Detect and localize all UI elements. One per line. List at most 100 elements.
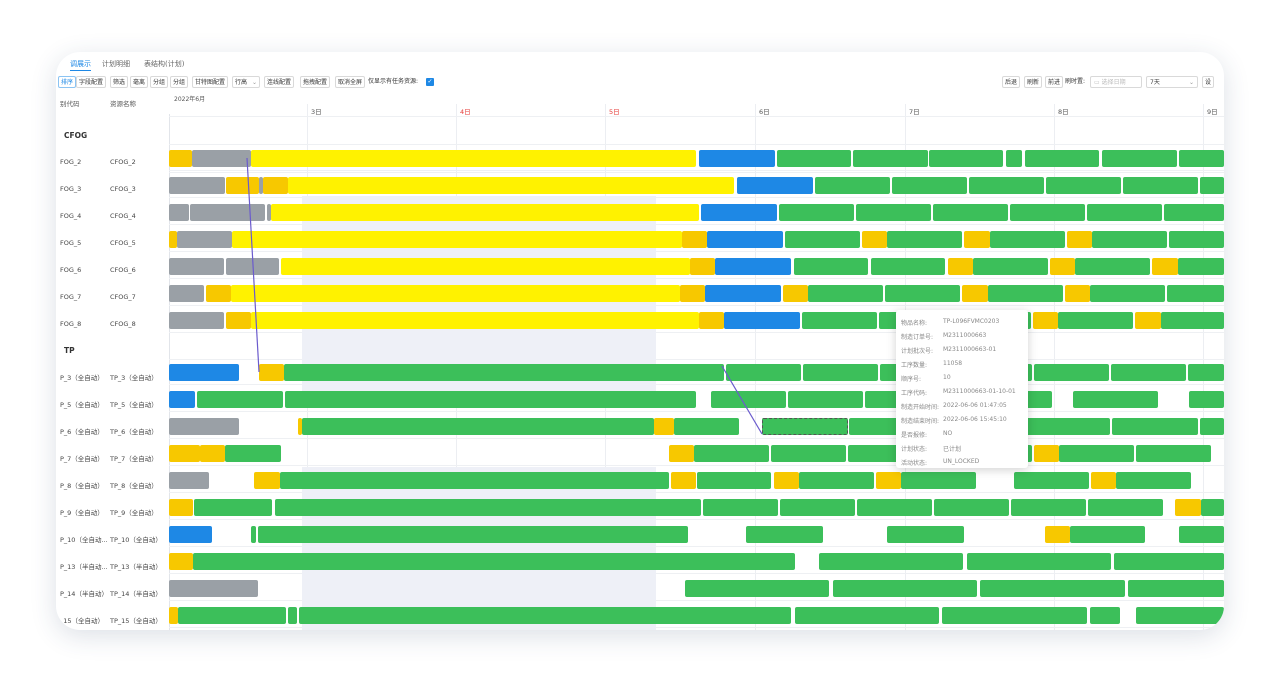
filter-button[interactable]: 筛选 xyxy=(110,76,129,88)
task-bar-gold[interactable] xyxy=(1066,231,1093,248)
task-bar-green[interactable] xyxy=(852,150,928,167)
task-bar-blue[interactable] xyxy=(698,150,775,167)
task-bar-green[interactable] xyxy=(1178,150,1224,167)
sort-button[interactable]: 排序 xyxy=(58,76,77,88)
task-bar-green[interactable] xyxy=(1188,364,1224,381)
task-bar-green[interactable] xyxy=(1075,258,1151,275)
task-bar-green[interactable] xyxy=(1009,204,1085,221)
task-bar-green[interactable] xyxy=(178,607,287,624)
task-bar-green[interactable] xyxy=(1034,364,1109,381)
task-bar-green[interactable] xyxy=(197,391,283,408)
task-bar-blue[interactable] xyxy=(169,391,196,408)
task-bar-green[interactable] xyxy=(1014,472,1089,489)
task-bar-green[interactable] xyxy=(298,607,792,624)
task-bar-green[interactable] xyxy=(193,553,795,570)
task-bar-green[interactable] xyxy=(980,580,1125,597)
selected-task-bar[interactable] xyxy=(762,418,848,435)
task-bar-gold[interactable] xyxy=(698,312,724,329)
task-bar-green[interactable] xyxy=(885,285,961,302)
task-bar-green[interactable] xyxy=(251,526,256,543)
task-bar-green[interactable] xyxy=(1177,258,1224,275)
task-bar-green[interactable] xyxy=(788,391,864,408)
task-bar-gold[interactable] xyxy=(254,472,280,489)
back-button[interactable]: 后退 xyxy=(1002,76,1021,88)
task-bar-blue[interactable] xyxy=(704,285,781,302)
task-bar-green[interactable] xyxy=(1163,204,1224,221)
task-bar-green[interactable] xyxy=(726,364,801,381)
task-bar-gold[interactable] xyxy=(1044,526,1070,543)
task-bar-green[interactable] xyxy=(684,580,830,597)
task-bar-gold[interactable] xyxy=(1091,472,1117,489)
task-bar-green[interactable] xyxy=(832,580,978,597)
task-bar-green[interactable] xyxy=(283,364,724,381)
task-bar-gold[interactable] xyxy=(679,285,705,302)
task-bar-gold[interactable] xyxy=(1135,312,1161,329)
task-bar-green[interactable] xyxy=(257,526,689,543)
task-bar-gold[interactable] xyxy=(258,364,284,381)
task-bar-green[interactable] xyxy=(802,312,877,329)
only-tasks-checkbox[interactable]: ✓ xyxy=(426,78,434,86)
task-bar-green[interactable] xyxy=(1086,204,1162,221)
task-bar-gray[interactable] xyxy=(258,177,263,194)
task-bar-green[interactable] xyxy=(1136,607,1224,624)
task-bar-gold[interactable] xyxy=(671,472,697,489)
task-bar-gold[interactable] xyxy=(1049,258,1076,275)
task-bar-green[interactable] xyxy=(746,526,824,543)
task-bar-gray[interactable] xyxy=(169,204,190,221)
task-bar-green[interactable] xyxy=(776,150,851,167)
task-bar-green[interactable] xyxy=(1178,526,1224,543)
task-bar-green[interactable] xyxy=(778,204,854,221)
task-bar-blue[interactable] xyxy=(169,526,213,543)
task-bar-green[interactable] xyxy=(1114,553,1224,570)
task-bar-gold[interactable] xyxy=(1034,445,1060,462)
task-bar-green[interactable] xyxy=(1127,580,1224,597)
task-bar-green[interactable] xyxy=(1112,418,1198,435)
task-bar-blue[interactable] xyxy=(700,204,777,221)
task-bar-gold[interactable] xyxy=(783,285,809,302)
task-bar-green[interactable] xyxy=(870,258,946,275)
task-bar-green[interactable] xyxy=(1092,231,1168,248)
task-bar-green[interactable] xyxy=(702,499,778,516)
task-bar-green[interactable] xyxy=(1005,150,1023,167)
task-bar-gold[interactable] xyxy=(962,285,988,302)
task-bar-gray[interactable] xyxy=(190,204,265,221)
task-bar-green[interactable] xyxy=(1116,472,1192,489)
task-bar-green[interactable] xyxy=(1090,285,1165,302)
task-bar-green[interactable] xyxy=(194,499,273,516)
task-bar-blue[interactable] xyxy=(723,312,800,329)
task-bar-gold[interactable] xyxy=(1175,499,1201,516)
task-bar-green[interactable] xyxy=(1122,177,1198,194)
task-bar-gray[interactable] xyxy=(169,418,239,435)
task-bar-green[interactable] xyxy=(855,204,931,221)
task-bar-blue[interactable] xyxy=(715,258,792,275)
task-bar-gold[interactable] xyxy=(297,418,302,435)
task-bar-green[interactable] xyxy=(224,445,281,462)
task-bar-gold[interactable] xyxy=(262,177,289,194)
task-bar-green[interactable] xyxy=(1189,391,1224,408)
tab-gantt-view[interactable]: 调展示 xyxy=(70,58,91,71)
task-bar-gold[interactable] xyxy=(669,445,695,462)
task-bar-gold[interactable] xyxy=(654,418,675,435)
task-bar-blue[interactable] xyxy=(169,364,239,381)
task-bar-gold[interactable] xyxy=(199,445,225,462)
task-bar-gold[interactable] xyxy=(225,312,252,329)
task-bar-green[interactable] xyxy=(818,553,964,570)
task-bar-green[interactable] xyxy=(942,607,1087,624)
task-bar-green[interactable] xyxy=(928,150,1004,167)
task-bar-yellow[interactable] xyxy=(288,177,735,194)
task-bar-gold[interactable] xyxy=(225,177,259,194)
settings-button[interactable]: 设 xyxy=(1202,76,1215,88)
task-bar-green[interactable] xyxy=(1136,445,1212,462)
task-bar-gold[interactable] xyxy=(947,258,973,275)
task-bar-green[interactable] xyxy=(285,391,697,408)
task-bar-gold[interactable] xyxy=(205,285,232,302)
task-bar-gray[interactable] xyxy=(169,472,210,489)
task-bar-yellow[interactable] xyxy=(271,204,699,221)
task-bar-gold[interactable] xyxy=(964,231,990,248)
task-bar-gold[interactable] xyxy=(169,499,194,516)
task-bar-green[interactable] xyxy=(1010,499,1086,516)
task-bar-green[interactable] xyxy=(814,177,890,194)
task-bar-gold[interactable] xyxy=(875,472,902,489)
refresh-button[interactable]: 刷新 xyxy=(1024,76,1043,88)
task-bar-gray[interactable] xyxy=(169,177,225,194)
